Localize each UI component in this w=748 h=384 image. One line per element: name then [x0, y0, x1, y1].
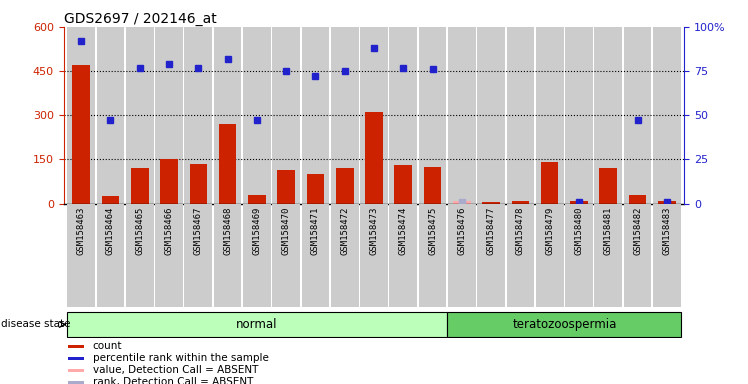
Bar: [453, 200, 470, 204]
Bar: [248, 195, 266, 204]
Bar: [506, 27, 534, 204]
Bar: [214, 204, 242, 307]
Bar: [155, 204, 183, 307]
Text: GSM158465: GSM158465: [135, 207, 144, 255]
Text: GSM158478: GSM158478: [516, 207, 525, 255]
Bar: [653, 204, 681, 307]
Bar: [278, 170, 295, 204]
Bar: [360, 204, 388, 307]
Bar: [599, 168, 617, 204]
Bar: [365, 112, 383, 204]
Bar: [184, 27, 212, 204]
Text: GSM158470: GSM158470: [282, 207, 291, 255]
Bar: [272, 204, 300, 307]
Bar: [102, 196, 119, 204]
Text: GSM158477: GSM158477: [487, 207, 496, 255]
Bar: [629, 195, 646, 204]
Bar: [243, 27, 271, 204]
Bar: [447, 313, 681, 336]
Bar: [419, 204, 447, 307]
Text: disease state: disease state: [1, 319, 70, 329]
Bar: [448, 204, 476, 307]
Bar: [160, 159, 178, 204]
Bar: [67, 27, 95, 204]
Bar: [307, 174, 324, 204]
Text: GSM158467: GSM158467: [194, 207, 203, 255]
Bar: [541, 162, 559, 204]
Bar: [653, 27, 681, 204]
Text: GSM158464: GSM158464: [106, 207, 115, 255]
Text: GSM158476: GSM158476: [457, 207, 466, 255]
Text: GSM158480: GSM158480: [574, 207, 583, 255]
Text: GSM158479: GSM158479: [545, 207, 554, 255]
Bar: [272, 27, 300, 204]
Bar: [624, 27, 652, 204]
Text: percentile rank within the sample: percentile rank within the sample: [93, 353, 269, 363]
Bar: [73, 65, 90, 204]
Bar: [189, 164, 207, 204]
Bar: [624, 204, 652, 307]
Bar: [536, 27, 564, 204]
Bar: [301, 27, 329, 204]
Bar: [126, 204, 153, 307]
Text: count: count: [93, 341, 122, 351]
Bar: [595, 27, 622, 204]
Text: GSM158466: GSM158466: [165, 207, 174, 255]
Bar: [536, 204, 564, 307]
Text: GSM158481: GSM158481: [604, 207, 613, 255]
Bar: [331, 204, 358, 307]
Bar: [506, 204, 534, 307]
Bar: [570, 200, 588, 204]
Text: GSM158471: GSM158471: [311, 207, 320, 255]
Bar: [184, 204, 212, 307]
Bar: [68, 381, 85, 384]
Text: GSM158475: GSM158475: [428, 207, 437, 255]
Bar: [218, 124, 236, 204]
Bar: [68, 345, 85, 348]
Bar: [67, 204, 95, 307]
Text: rank, Detection Call = ABSENT: rank, Detection Call = ABSENT: [93, 377, 253, 384]
Text: GSM158472: GSM158472: [340, 207, 349, 255]
Text: GSM158483: GSM158483: [662, 207, 672, 255]
Bar: [131, 168, 149, 204]
Text: GSM158463: GSM158463: [76, 207, 86, 255]
Bar: [565, 204, 593, 307]
Text: GSM158482: GSM158482: [633, 207, 642, 255]
Bar: [419, 27, 447, 204]
Text: GSM158473: GSM158473: [370, 207, 378, 255]
Bar: [155, 27, 183, 204]
Text: GSM158468: GSM158468: [223, 207, 232, 255]
Text: GDS2697 / 202146_at: GDS2697 / 202146_at: [64, 12, 216, 26]
Text: GSM158469: GSM158469: [252, 207, 261, 255]
Text: normal: normal: [236, 318, 278, 331]
Bar: [565, 27, 593, 204]
Text: GSM158474: GSM158474: [399, 207, 408, 255]
Text: teratozoospermia: teratozoospermia: [512, 318, 616, 331]
Bar: [595, 204, 622, 307]
Bar: [658, 200, 675, 204]
Bar: [68, 357, 85, 359]
Bar: [360, 27, 388, 204]
Bar: [243, 204, 271, 307]
Bar: [482, 202, 500, 204]
Bar: [96, 204, 124, 307]
Bar: [67, 313, 447, 336]
Bar: [214, 27, 242, 204]
Bar: [394, 165, 412, 204]
Bar: [424, 167, 441, 204]
Bar: [126, 27, 153, 204]
Bar: [301, 204, 329, 307]
Bar: [448, 27, 476, 204]
Bar: [96, 27, 124, 204]
Bar: [477, 27, 505, 204]
Bar: [390, 204, 417, 307]
Bar: [390, 27, 417, 204]
Text: value, Detection Call = ABSENT: value, Detection Call = ABSENT: [93, 365, 258, 375]
Bar: [336, 168, 354, 204]
Bar: [512, 200, 529, 204]
Bar: [477, 204, 505, 307]
Bar: [331, 27, 358, 204]
Bar: [68, 369, 85, 372]
